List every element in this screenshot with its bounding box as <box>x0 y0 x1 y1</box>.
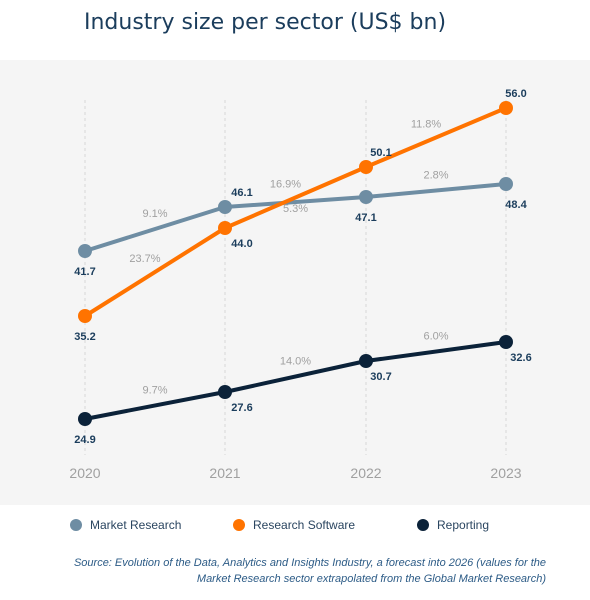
data-label: 24.9 <box>74 434 95 446</box>
data-label: 27.6 <box>231 402 252 414</box>
chart-title: Industry size per sector (US$ bn) <box>84 10 447 35</box>
growth-label: 9.1% <box>142 208 167 220</box>
data-label: 35.2 <box>74 331 95 343</box>
data-point <box>359 160 373 174</box>
data-label: 48.4 <box>505 199 527 211</box>
x-tick-label: 2023 <box>490 465 521 481</box>
chart-legend: Market Research Research Software Report… <box>0 518 590 538</box>
x-tick-label: 2020 <box>69 465 100 481</box>
legend-marker-icon <box>417 519 429 531</box>
legend-label: Research Software <box>253 518 356 532</box>
data-point <box>499 177 513 191</box>
line-chart: 2020 2021 2022 2023 41.7 46.1 47.1 48.4 9.1% 5.3%… <box>69 88 531 481</box>
data-point <box>218 200 232 214</box>
growth-label: 5.3% <box>283 203 308 215</box>
growth-label: 9.7% <box>142 385 167 397</box>
data-point <box>218 385 232 399</box>
growth-label: 23.7% <box>129 253 160 265</box>
x-tick-label: 2022 <box>350 465 381 481</box>
data-label: 44.0 <box>231 238 252 250</box>
data-label: 47.1 <box>355 212 376 224</box>
data-point <box>359 354 373 368</box>
data-point <box>218 221 232 235</box>
data-point <box>359 190 373 204</box>
growth-label: 14.0% <box>280 356 311 368</box>
legend-label: Market Research <box>90 518 182 532</box>
series-line <box>83 182 508 253</box>
data-label: 50.1 <box>370 147 391 159</box>
legend-label: Reporting <box>437 518 490 532</box>
x-tick-label: 2021 <box>209 465 240 481</box>
data-point <box>78 244 92 258</box>
data-point <box>78 412 92 426</box>
series-line <box>83 340 508 421</box>
source-note: Source: Evolution of the Data, Analytics… <box>73 557 546 585</box>
data-label: 46.1 <box>231 187 252 199</box>
data-point <box>78 309 92 323</box>
growth-label: 11.8% <box>411 119 442 131</box>
growth-label: 2.8% <box>423 170 448 182</box>
chart-panel <box>0 60 590 505</box>
series-line <box>83 106 508 318</box>
legend-marker-icon <box>70 519 82 531</box>
data-point <box>499 101 513 115</box>
data-label: 56.0 <box>505 88 526 100</box>
legend-item-reporting: Reporting <box>417 518 489 532</box>
data-point <box>499 335 513 349</box>
legend-item-research-software: Research Software <box>233 518 355 532</box>
growth-label: 6.0% <box>423 331 448 343</box>
data-label: 32.6 <box>510 352 531 364</box>
legend-marker-icon <box>233 519 245 531</box>
legend-item-market-research: Market Research <box>70 518 181 532</box>
data-label: 30.7 <box>370 371 391 383</box>
growth-label: 16.9% <box>270 179 301 191</box>
data-label: 41.7 <box>74 266 95 278</box>
